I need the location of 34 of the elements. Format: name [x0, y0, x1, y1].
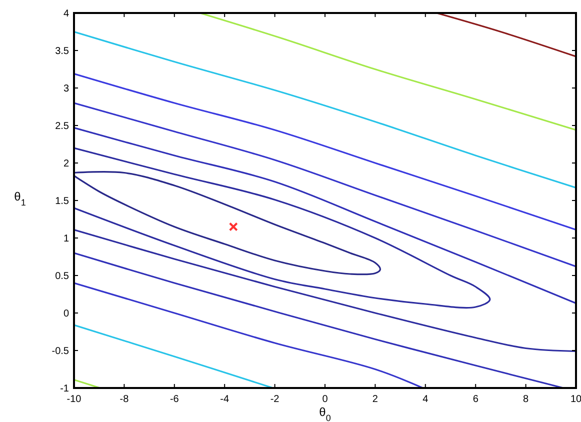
- y-tick-label: 3.5: [55, 46, 70, 57]
- x-tick-label: 6: [472, 394, 479, 405]
- x-tick-label: 0: [322, 394, 328, 405]
- x-tick-label: 8: [523, 394, 530, 405]
- y-tick-label: 2: [63, 158, 70, 170]
- x-tick-label: -8: [120, 394, 130, 405]
- y-tick-label: -1: [60, 384, 70, 394]
- line-series: [74, 171, 382, 276]
- x-tick-label: -2: [270, 394, 280, 405]
- y-tick-label: -0.5: [52, 346, 70, 357]
- y-tick-label: 2.5: [55, 121, 70, 132]
- line-series: [74, 126, 576, 304]
- line-series: [74, 282, 424, 388]
- x-axis-title: θ$_{0}$: [319, 405, 331, 422]
- y-tick-label: 1.5: [55, 196, 70, 207]
- x-tick-label: -10: [66, 394, 82, 405]
- x-tick-label: -4: [220, 394, 230, 405]
- line-series: [74, 102, 576, 268]
- y-tick-label: 1: [63, 234, 70, 244]
- y-tick-label: 4: [63, 8, 70, 20]
- x-tick-label: 2: [372, 394, 378, 405]
- line-series: [74, 72, 576, 231]
- x-tick-label: -6: [170, 394, 180, 405]
- line-series: [74, 147, 491, 309]
- line-series: [74, 30, 576, 189]
- y-axis-title: θ$_{1}$: [14, 190, 26, 208]
- y-tick-label: 0: [63, 308, 70, 320]
- line-series: [74, 228, 576, 352]
- line-series: [199, 13, 576, 131]
- x-tick-label: 4: [422, 394, 429, 405]
- y-tick-label: 3: [63, 84, 70, 94]
- x-tick-label: 10: [570, 394, 581, 405]
- y-tick-label: 0.5: [55, 271, 70, 282]
- line-series: [74, 252, 564, 388]
